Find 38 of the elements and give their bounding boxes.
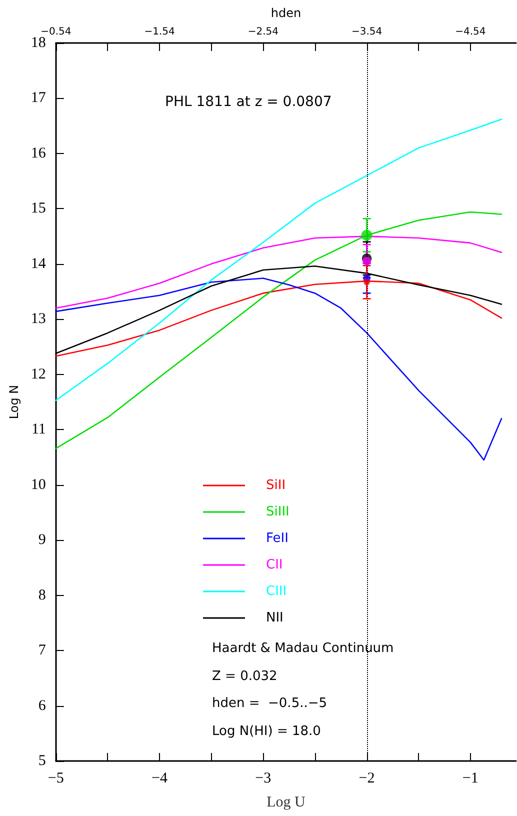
- y-tick-label: 8: [38, 587, 46, 604]
- x2-tick-label: −2.54: [248, 26, 278, 38]
- y-tick-label: 14: [30, 256, 46, 272]
- y-tick-label: 13: [30, 311, 46, 328]
- x-tick-label: −4: [152, 770, 168, 786]
- x2-tick-label: −3.54: [351, 26, 382, 38]
- legend-label: CIII: [266, 584, 287, 599]
- x-axis-title: Log U: [266, 794, 306, 810]
- y-tick-label: 9: [38, 532, 46, 548]
- y-tick-label: 7: [38, 642, 46, 659]
- y-tick-label: 12: [30, 366, 46, 382]
- y-tick-label: 10: [30, 476, 46, 493]
- x-tick-label: −3: [255, 770, 272, 786]
- annotation: hden = −0.5..−5: [212, 696, 328, 711]
- legend-label: CII: [266, 558, 283, 572]
- annotation: Z = 0.032: [212, 669, 278, 684]
- y-tick-label: 5: [38, 753, 46, 769]
- legend-label: SiII: [266, 478, 286, 493]
- legend-label: NII: [266, 610, 284, 626]
- annotation: Haardt & Madau Continuum: [212, 641, 394, 656]
- y-tick-label: 15: [30, 200, 46, 217]
- y-tick-label: 6: [38, 698, 46, 714]
- x-tick-label: −1: [462, 770, 478, 786]
- y-tick-label: 17: [30, 90, 46, 106]
- x-tick-label: −5: [48, 770, 64, 786]
- y-tick-label: 11: [31, 422, 46, 438]
- x2-tick-label: −0.54: [40, 26, 72, 38]
- y-tick-label: 16: [30, 145, 46, 162]
- x-tick-label: −2: [358, 770, 375, 786]
- x2-tick-label: −4.54: [455, 26, 486, 38]
- y-tick-label: 18: [30, 35, 46, 51]
- legend-label: SiIII: [266, 504, 290, 520]
- text: PHL 1811 at z = 0.0807: [165, 94, 332, 110]
- x2-axis-title: hden: [270, 6, 302, 20]
- annotation: Log N(HI) = 18.0: [212, 724, 321, 739]
- y-axis-title: Log N: [7, 384, 21, 420]
- legend-label: FeII: [266, 531, 288, 546]
- x2-tick-label: −1.54: [144, 26, 175, 38]
